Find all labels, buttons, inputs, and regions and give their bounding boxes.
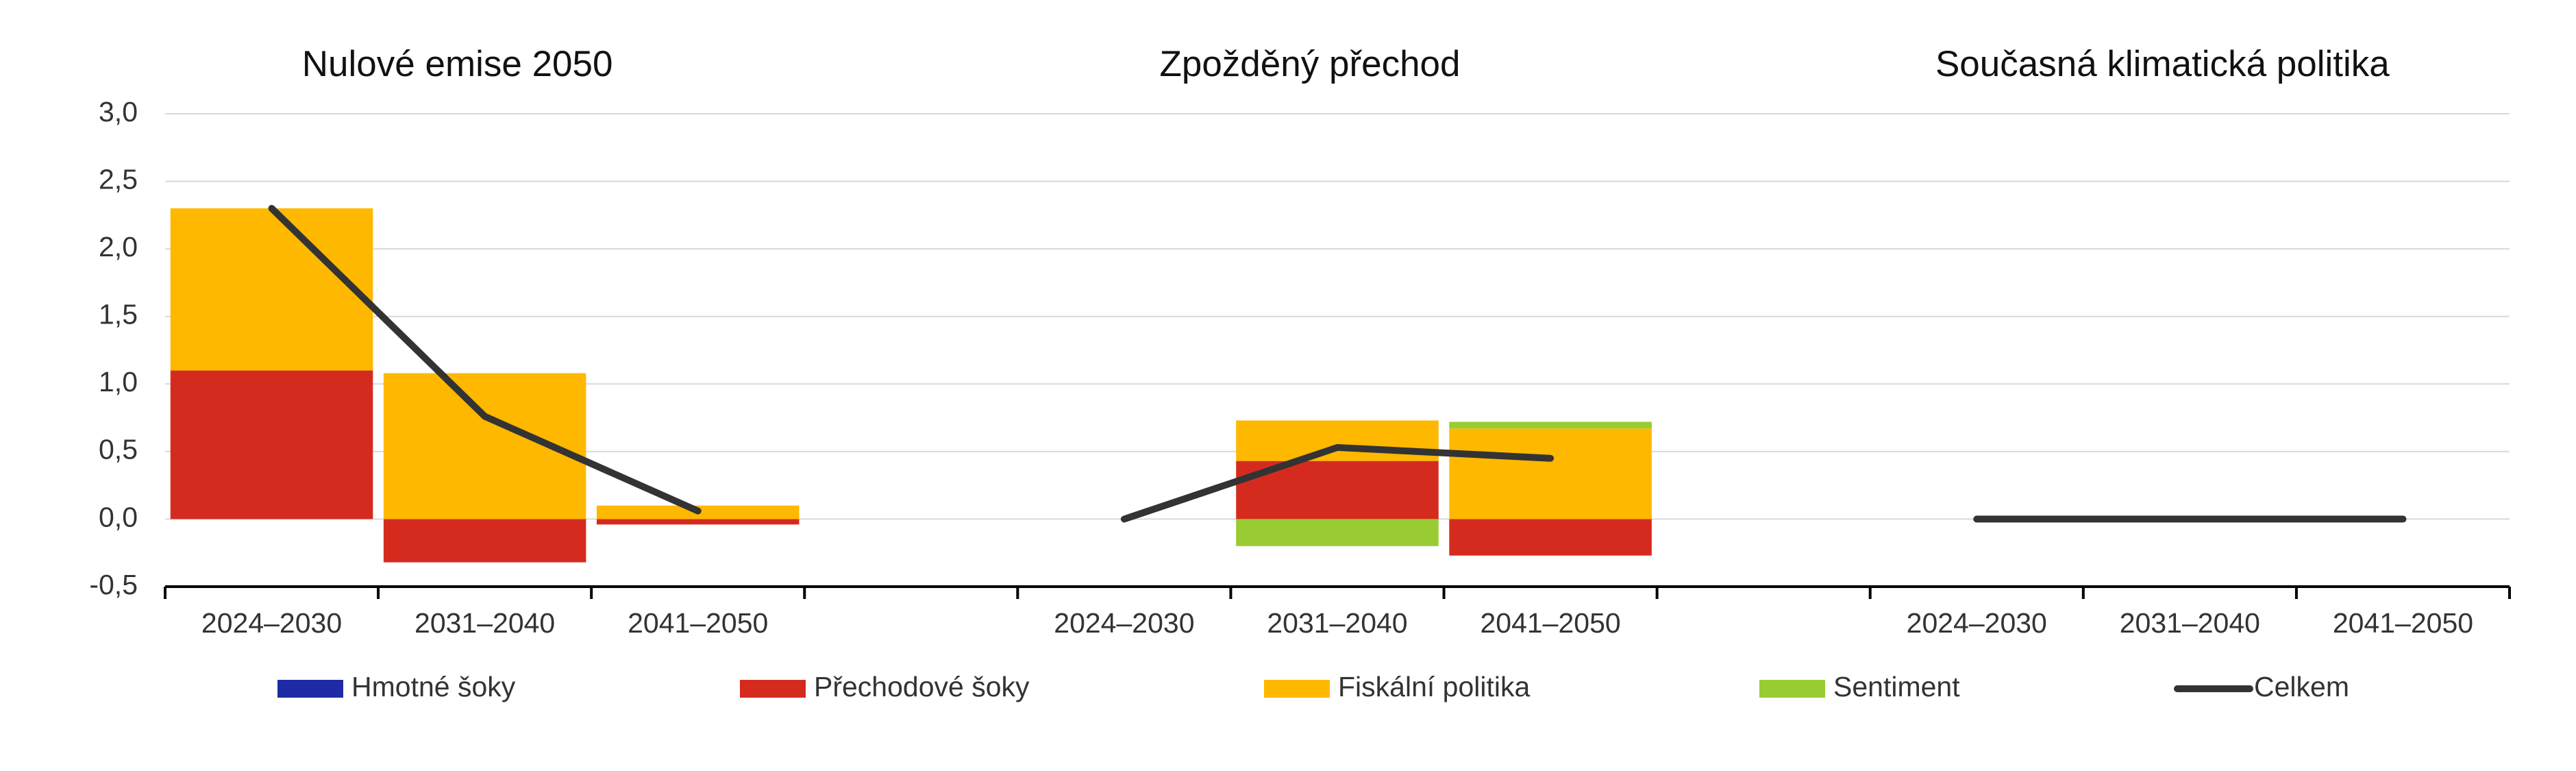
y-tick-label: -0,5	[89, 569, 138, 600]
x-tick-label: 2031–2040	[1267, 607, 1407, 639]
y-tick-label: 2,0	[99, 231, 138, 262]
panel-title: Zpožděný přechod	[1159, 44, 1460, 84]
bar	[1449, 428, 1652, 519]
y-tick-label: 0,5	[99, 434, 138, 465]
bar	[170, 208, 373, 371]
legend-label: Fiskální politika	[1338, 671, 1530, 702]
x-tick-label: 2031–2040	[414, 607, 555, 639]
x-tick-label: 2041–2050	[1480, 607, 1620, 639]
legend-label: Přechodové šoky	[814, 671, 1030, 702]
y-tick-label: 0,0	[99, 501, 138, 533]
bar	[383, 519, 586, 563]
line	[268, 205, 702, 515]
bar	[1449, 519, 1652, 556]
x-tick-label: 2041–2050	[2333, 607, 2473, 639]
bar	[170, 370, 373, 519]
x-tick-label: 2024–2030	[201, 607, 342, 639]
x-tick-label: 2031–2040	[2120, 607, 2260, 639]
bar	[1236, 420, 1439, 461]
panel-title: Nulové emise 2050	[302, 44, 613, 84]
y-tick-label: 1,5	[99, 299, 138, 330]
panel-title: Současná klimatická politika	[1935, 44, 2390, 84]
y-tick-label: 3,0	[99, 96, 138, 127]
legend-label: Celkem	[2254, 671, 2349, 702]
legend-label: Sentiment	[1833, 671, 1960, 702]
legend-swatch	[1759, 680, 1825, 698]
y-tick-label: 2,5	[99, 163, 138, 195]
line	[1120, 443, 1555, 523]
y-tick-label: 1,0	[99, 366, 138, 397]
legend-swatch	[277, 680, 343, 698]
legend-swatch	[740, 680, 806, 698]
x-tick-label: 2024–2030	[1907, 607, 2047, 639]
x-tick-label: 2024–2030	[1054, 607, 1194, 639]
bar	[1449, 421, 1652, 429]
bar	[596, 519, 800, 525]
bar	[1236, 519, 1439, 546]
legend-swatch	[1264, 680, 1330, 698]
legend-label: Hmotné šoky	[351, 671, 516, 702]
x-tick-label: 2041–2050	[628, 607, 768, 639]
